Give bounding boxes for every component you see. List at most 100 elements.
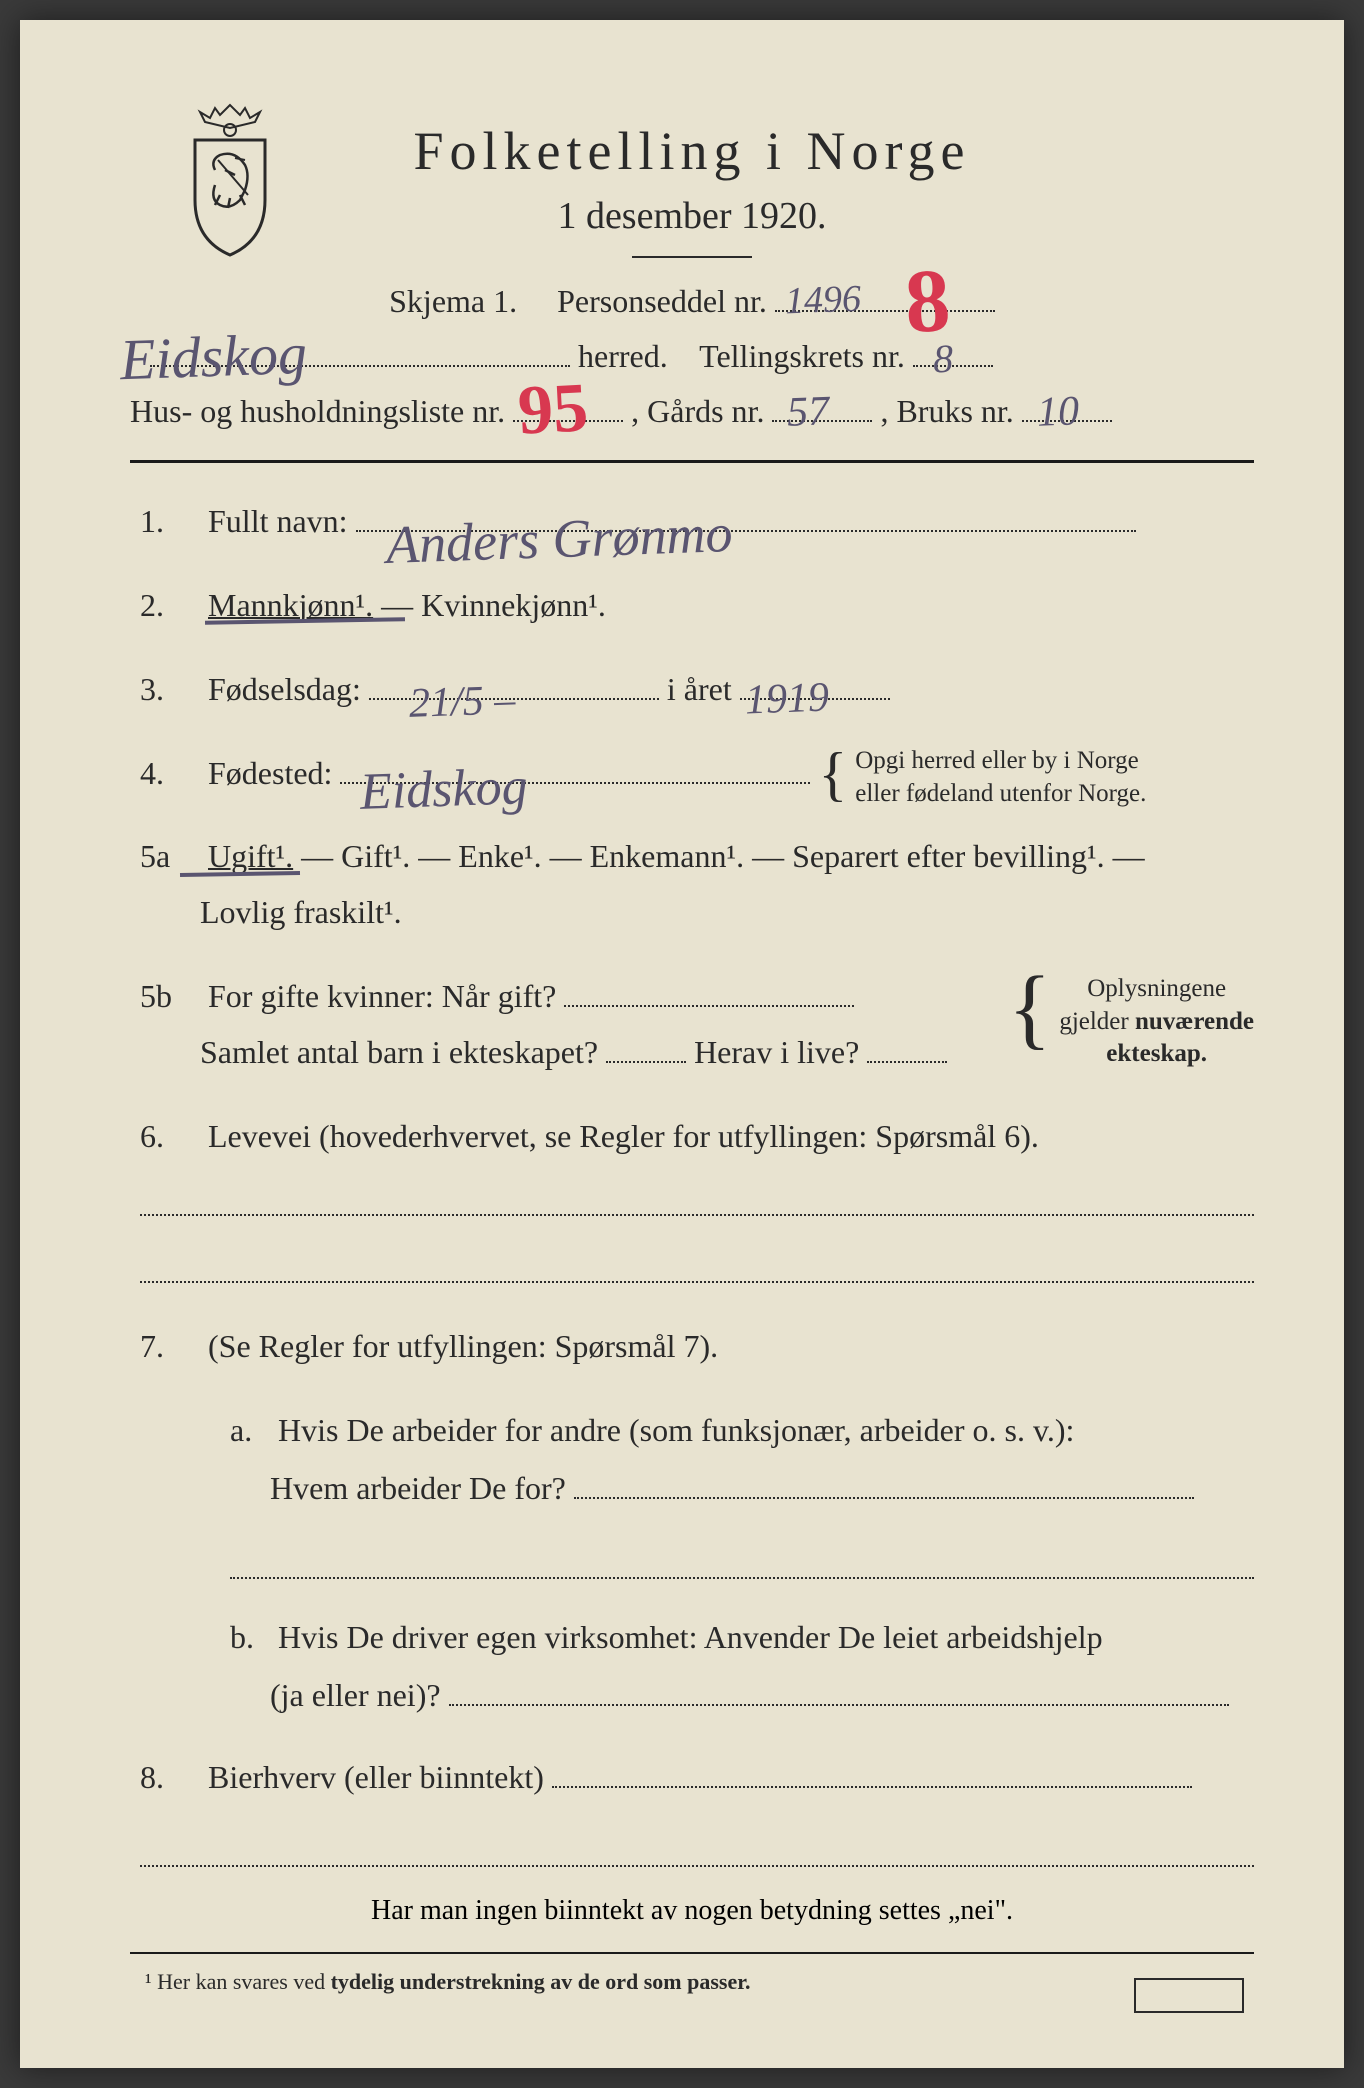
q5b-live-field bbox=[867, 1061, 947, 1063]
q3-num: 3. bbox=[140, 661, 200, 717]
question-5b: 5b For gifte kvinner: Når gift? Samlet a… bbox=[130, 968, 1254, 1080]
q5a-enke: Enke¹. bbox=[458, 838, 541, 874]
herred-label: herred. bbox=[578, 338, 668, 374]
q6-label: Levevei (hovederhvervet, se Regler for u… bbox=[208, 1118, 1039, 1154]
question-7: 7. (Se Regler for utfyllingen: Spørsmål … bbox=[130, 1318, 1254, 1374]
subtitle-date: 1 desember 1920. bbox=[130, 194, 1254, 238]
hus-red-value: 95 bbox=[516, 368, 590, 452]
q6-num: 6. bbox=[140, 1108, 200, 1164]
gards-label: , Gårds nr. bbox=[631, 393, 764, 429]
q6-field-line1 bbox=[140, 1184, 1254, 1216]
q4-note1: Opgi herred eller by i Norge bbox=[855, 747, 1138, 774]
printer-stamp bbox=[1134, 1978, 1244, 2013]
q3-day-field: 21/5 – bbox=[369, 698, 659, 700]
q8-field-line2 bbox=[140, 1835, 1254, 1867]
gards-field: 57 bbox=[772, 420, 872, 422]
q7-num: 7. bbox=[140, 1318, 200, 1374]
herred-field: Eidskog bbox=[150, 365, 570, 367]
q5a-separert: Separert efter bevilling¹. bbox=[792, 838, 1105, 874]
q7b-label: b. bbox=[230, 1609, 270, 1667]
q5b-gift-field bbox=[564, 1005, 854, 1007]
footnote: ¹ Her kan svares ved tydelig understrekn… bbox=[130, 1969, 1254, 1995]
coat-of-arms-icon bbox=[170, 100, 290, 260]
tellingskrets-label: Tellingskrets nr. bbox=[699, 338, 905, 374]
q5a-ugift: Ugift¹. bbox=[208, 838, 293, 874]
question-6: 6. Levevei (hovederhvervet, se Regler fo… bbox=[130, 1108, 1254, 1283]
title-block: Folketelling i Norge 1 desember 1920. bbox=[130, 80, 1254, 258]
herred-line: Eidskog herred. Tellingskrets nr. 8 bbox=[130, 338, 1254, 375]
census-form-page: Folketelling i Norge 1 desember 1920. Sk… bbox=[20, 20, 1344, 2068]
q4-side-note: Opgi herred eller by i Norge eller fødel… bbox=[855, 745, 1146, 810]
question-1: 1. Fullt navn: Anders Grønmo bbox=[130, 493, 1254, 549]
title-divider bbox=[632, 256, 752, 258]
header-rule bbox=[130, 460, 1254, 463]
question-7b: b. Hvis De driver egen virksomhet: Anven… bbox=[130, 1609, 1254, 1724]
question-4: 4. Fødested: Eidskog { Opgi herred eller… bbox=[130, 745, 1254, 810]
q5a-gift: Gift¹. bbox=[341, 838, 410, 874]
main-title: Folketelling i Norge bbox=[130, 120, 1254, 182]
q3-day-value: 21/5 – bbox=[408, 664, 517, 741]
q1-num: 1. bbox=[140, 493, 200, 549]
q7a-label: a. bbox=[230, 1402, 270, 1460]
q7a-text2: Hvem arbeider De for? bbox=[230, 1470, 566, 1506]
q5a-hand-underline bbox=[180, 871, 300, 877]
q7b-text2: (ja eller nei)? bbox=[230, 1677, 441, 1713]
q1-field: Anders Grønmo bbox=[356, 530, 1136, 532]
shield-svg bbox=[170, 100, 290, 260]
hus-field: 95 bbox=[513, 420, 623, 422]
gards-value: 57 bbox=[787, 387, 831, 436]
q4-num: 4. bbox=[140, 745, 200, 801]
q5b-label3: Herav i live? bbox=[694, 1034, 859, 1070]
q8-label: Bierhverv (eller biinntekt) bbox=[208, 1759, 544, 1795]
q1-label: Fullt navn: bbox=[208, 493, 348, 549]
q8-num: 8. bbox=[140, 1749, 200, 1805]
q5a-enkemann: Enkemann¹. bbox=[590, 838, 744, 874]
question-2: 2. Mannkjønn¹. — Kvinnekjønn¹. bbox=[130, 577, 1254, 633]
q2-kvinne: Kvinnekjønn¹. bbox=[421, 587, 606, 623]
q6- field-line2 bbox=[140, 1251, 1254, 1283]
skjema-line: Skjema 1. Personseddel nr. 1496 8 bbox=[130, 283, 1254, 320]
bruks-field: 10 bbox=[1022, 420, 1112, 422]
question-5a: 5a Ugift¹. — Gift¹. — Enke¹. — Enkemann¹… bbox=[130, 828, 1254, 940]
q5b-label2: Samlet antal barn i ekteskapet? bbox=[140, 1034, 598, 1070]
personseddel-label: Personseddel nr. bbox=[557, 283, 767, 319]
q2-num: 2. bbox=[140, 577, 200, 633]
q4-value: Eidskog bbox=[359, 741, 530, 838]
q7b-text1: Hvis De driver egen virksomhet: Anvender… bbox=[278, 1619, 1103, 1655]
q4-field: Eidskog bbox=[340, 782, 810, 784]
q5b-note-block: { Oplysningene gjelder nuværende ekteska… bbox=[1008, 973, 1254, 1071]
bruks-label: , Bruks nr. bbox=[880, 393, 1013, 429]
tellingskrets-value: 8 bbox=[932, 335, 954, 383]
q3-label: Fødselsdag: bbox=[208, 661, 361, 717]
bruks-value: 10 bbox=[1036, 387, 1080, 436]
tellingskrets-field: 8 bbox=[913, 365, 993, 367]
q5b-label1: For gifte kvinner: Når gift? bbox=[208, 978, 556, 1014]
q7a-text1: Hvis De arbeider for andre (som funksjon… bbox=[278, 1412, 1074, 1448]
skjema-label: Skjema 1. bbox=[389, 283, 517, 319]
question-8: 8. Bierhverv (eller biinntekt) bbox=[130, 1749, 1254, 1867]
q5b-side-note: Oplysningene gjelder nuværende ekteskap. bbox=[1059, 973, 1254, 1071]
hus-line: Hus- og husholdningsliste nr. 95 , Gårds… bbox=[130, 393, 1254, 430]
footnote-rule bbox=[130, 1952, 1254, 1954]
hus-label: Hus- og husholdningsliste nr. bbox=[130, 393, 505, 429]
q7a-field bbox=[574, 1497, 1194, 1499]
question-7a: a. Hvis De arbeider for andre (som funks… bbox=[130, 1402, 1254, 1579]
q5b-note1: Oplysningene bbox=[1087, 975, 1226, 1002]
q5b-barn-field bbox=[606, 1061, 686, 1063]
q5b-note2: gjelder nuværende bbox=[1059, 1008, 1254, 1035]
question-3: 3. Fødselsdag: 21/5 – i året 1919 bbox=[130, 661, 1254, 717]
personseddel-value: 1496 bbox=[784, 277, 861, 324]
q5b-num: 5b bbox=[140, 968, 200, 1024]
q7-intro: (Se Regler for utfyllingen: Spørsmål 7). bbox=[208, 1328, 718, 1364]
q5b-note3: ekteskap. bbox=[1106, 1040, 1207, 1067]
herred-value: Eidskog bbox=[119, 320, 308, 393]
personseddel-field: 1496 8 bbox=[775, 310, 995, 312]
q3-year-field: 1919 bbox=[740, 698, 890, 700]
q3-iareet: i året bbox=[667, 671, 732, 707]
q8-field bbox=[552, 1786, 1192, 1788]
bottom-note: Har man ingen biinntekt av nogen betydni… bbox=[130, 1895, 1254, 1927]
q5a-lovlig: Lovlig fraskilt¹. bbox=[140, 894, 402, 930]
form-header: Folketelling i Norge 1 desember 1920. Sk… bbox=[130, 80, 1254, 430]
q5b-brace-icon: { bbox=[1008, 973, 1051, 1045]
q4-note2: eller fødeland utenfor Norge. bbox=[855, 780, 1146, 807]
